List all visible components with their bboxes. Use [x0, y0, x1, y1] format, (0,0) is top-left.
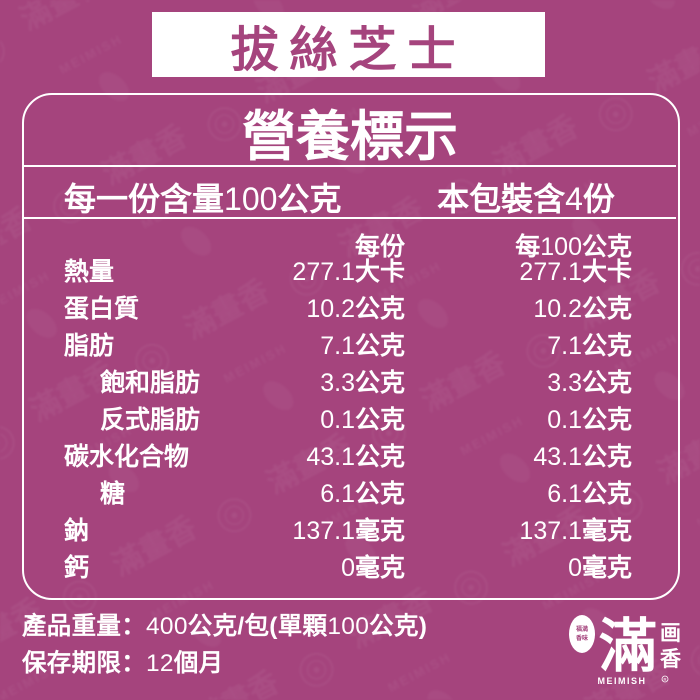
svg-text:MEIMISH: MEIMISH: [597, 676, 646, 686]
svg-text:香味: 香味: [575, 634, 588, 642]
svg-text:R: R: [663, 677, 666, 682]
svg-text:滿: 滿: [599, 614, 657, 679]
svg-text:福満: 福満: [575, 625, 588, 633]
svg-text:香: 香: [660, 648, 682, 671]
svg-text:画: 画: [660, 622, 681, 645]
